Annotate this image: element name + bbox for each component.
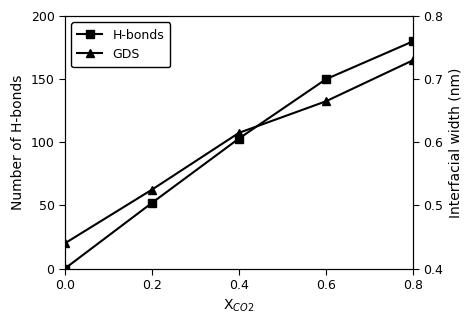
Line: GDS: GDS — [61, 56, 417, 247]
X-axis label: X$_{CO2}$: X$_{CO2}$ — [223, 297, 255, 314]
GDS — [236, 131, 242, 135]
H-bonds — [410, 39, 416, 43]
Line: H-bonds: H-bonds — [61, 37, 417, 273]
GDS — [410, 58, 416, 62]
H-bonds — [149, 201, 155, 205]
Y-axis label: Number of H-bonds: Number of H-bonds — [11, 75, 25, 210]
GDS — [323, 99, 329, 103]
H-bonds — [236, 136, 242, 140]
Y-axis label: Interfacial width (nm): Interfacial width (nm) — [449, 67, 463, 217]
Legend: H-bonds, GDS: H-bonds, GDS — [71, 22, 171, 67]
H-bonds — [323, 77, 329, 81]
H-bonds — [62, 266, 68, 270]
GDS — [62, 241, 68, 245]
GDS — [149, 188, 155, 192]
